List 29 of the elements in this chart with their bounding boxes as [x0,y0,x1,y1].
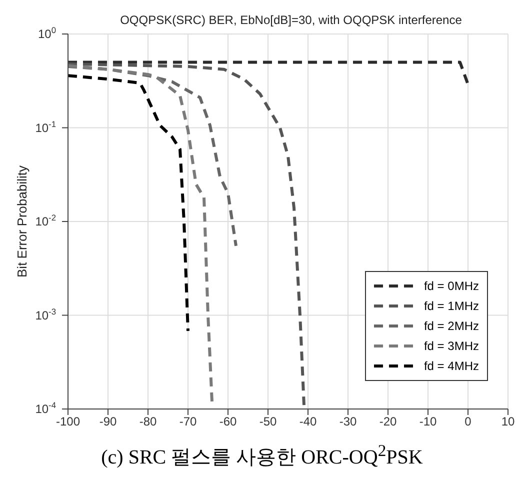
y-tick-label: 10$^{-2}$ [35,212,56,228]
y-tick-label: 10$^{-1}$ [35,118,56,135]
line-series [68,64,214,404]
x-tick-label: -70 [179,414,197,429]
y-tick-label: 10$^{-4}$ [35,400,56,416]
y-tick-label: 10$^{-3}$ [35,306,56,322]
legend-label: fd = 2MHz [424,319,479,333]
legend-label: fd = 3MHz [424,339,479,353]
x-tick-label: -80 [139,414,157,429]
legend-label: fd = 0MHz [424,279,479,293]
line-series [68,62,306,407]
line-series [68,65,238,248]
x-tick-label: 0 [464,414,472,429]
chart-title: OQQPSK(SRC) BER, EbNo[dB]=30, with OQQPSK interference [120,13,462,27]
legend-label: fd = 1MHz [424,299,479,313]
y-tick-label: 10$^{0}$ [38,25,56,41]
x-tick-label: 10 [501,414,515,429]
x-tick-label: -30 [339,414,357,429]
x-tick-label: -50 [259,414,277,429]
text: (c) SRC 펄스를 사용한 ORC-OQ$^{2}$PSK [100,441,424,471]
x-tick-label: -90 [99,414,117,429]
y-axis-title: Bit Error Probability [14,165,30,278]
x-tick-label: -100 [56,414,80,429]
line-series [68,74,190,332]
x-tick-label: -10 [419,414,437,429]
x-tick-label: -60 [219,414,237,429]
legend-label: fd = 4MHz [424,359,479,373]
x-tick-label: -40 [299,414,317,429]
x-tick-label: -20 [379,414,397,429]
